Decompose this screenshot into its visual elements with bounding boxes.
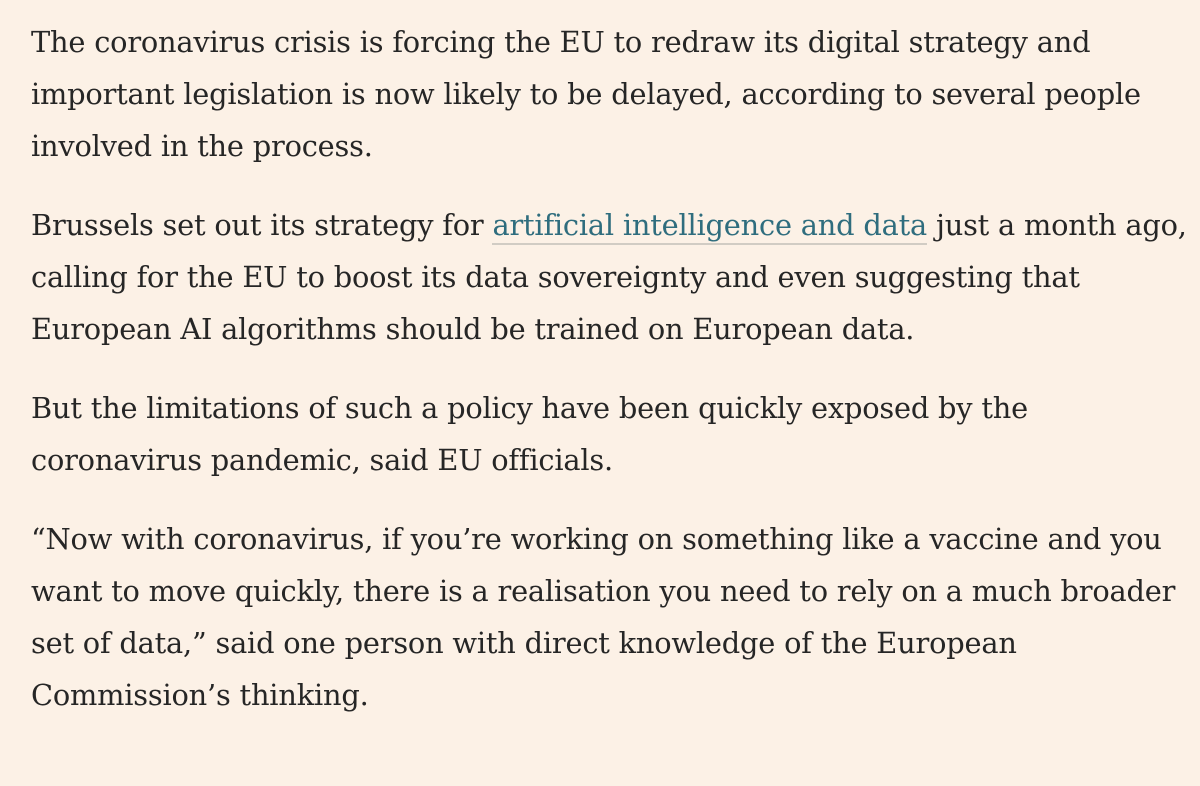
paragraph-2: Brussels set out its strategy for artifi…: [31, 199, 1200, 355]
text-line: important legislation is now likely to b…: [31, 77, 1141, 111]
text-line: coronavirus pandemic, said EU officials.: [31, 443, 613, 477]
link-lead-text: Brussels set out its strategy for: [31, 208, 493, 242]
text-line: Commission’s thinking.: [31, 678, 369, 712]
text-line: But the limitations of such a policy hav…: [31, 391, 1028, 425]
paragraph-4: “Now with coronavirus, if you’re working…: [31, 513, 1200, 721]
paragraph-3: But the limitations of such a policy hav…: [31, 382, 1200, 486]
text-line: “Now with coronavirus, if you’re working…: [31, 522, 1162, 556]
text-line: calling for the EU to boost its data sov…: [31, 260, 1080, 294]
text-line: The coronavirus crisis is forcing the EU…: [31, 25, 1091, 59]
text-line: involved in the process.: [31, 129, 373, 163]
text-line-with-link: Brussels set out its strategy for artifi…: [31, 199, 1200, 251]
text-line: European AI algorithms should be trained…: [31, 312, 915, 346]
paragraph-1: The coronavirus crisis is forcing the EU…: [31, 16, 1200, 172]
text-line: want to move quickly, there is a realisa…: [31, 574, 1176, 608]
text-line: set of data,” said one person with direc…: [31, 626, 1017, 660]
ai-and-data-link[interactable]: artificial intelligence and data: [492, 208, 927, 245]
link-trail-text: just a month ago,: [927, 208, 1187, 242]
